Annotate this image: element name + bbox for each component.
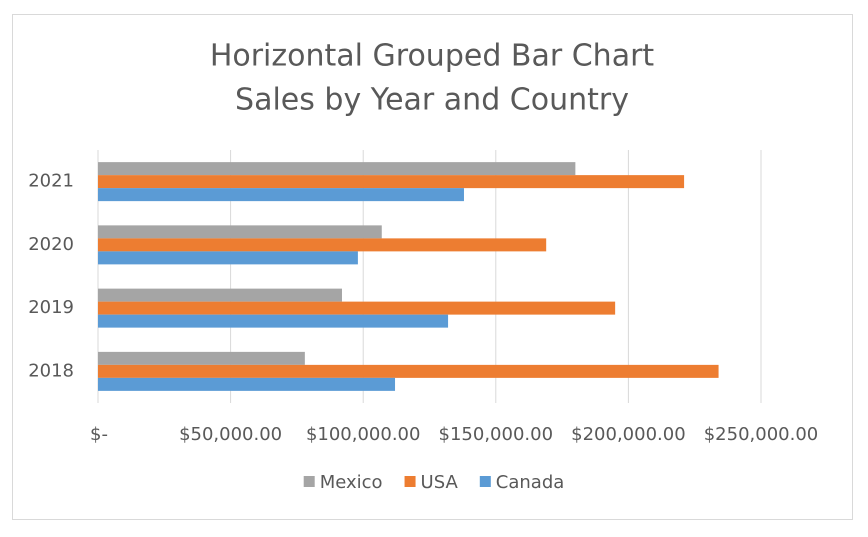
y-tick-label: 2019: [28, 297, 74, 318]
bar: [98, 175, 685, 189]
y-tick-label: 2021: [28, 171, 74, 192]
x-tick-label: $-: [90, 424, 108, 445]
bar: [98, 238, 547, 252]
y-tick-label: 2018: [28, 360, 74, 381]
bar: [98, 377, 396, 391]
bar: [98, 225, 382, 239]
bar: [98, 188, 464, 202]
legend-swatch: [404, 476, 416, 487]
legend-swatch: [479, 476, 491, 487]
x-tick-label: $250,000.00: [704, 424, 819, 445]
bar: [98, 251, 358, 265]
x-tick-label: $100,000.00: [306, 424, 421, 445]
bar: [98, 351, 305, 365]
x-tick-label: $200,000.00: [571, 424, 686, 445]
bar: [98, 314, 449, 328]
chart-title: Horizontal Grouped Bar Chart: [210, 39, 655, 74]
bar: [98, 301, 616, 315]
legend-label: Mexico: [320, 472, 383, 493]
legend-label: USA: [421, 472, 459, 493]
y-tick-label: 2020: [28, 234, 74, 255]
chart-border: [12, 14, 853, 520]
legend-label: Canada: [496, 472, 565, 493]
bar: [98, 162, 576, 176]
bar: [98, 288, 342, 302]
chart-subtitle: Sales by Year and Country: [235, 83, 629, 118]
bar: [98, 364, 719, 378]
x-tick-label: $150,000.00: [439, 424, 554, 445]
x-tick-label: $50,000.00: [179, 424, 282, 445]
legend-swatch: [303, 476, 315, 487]
